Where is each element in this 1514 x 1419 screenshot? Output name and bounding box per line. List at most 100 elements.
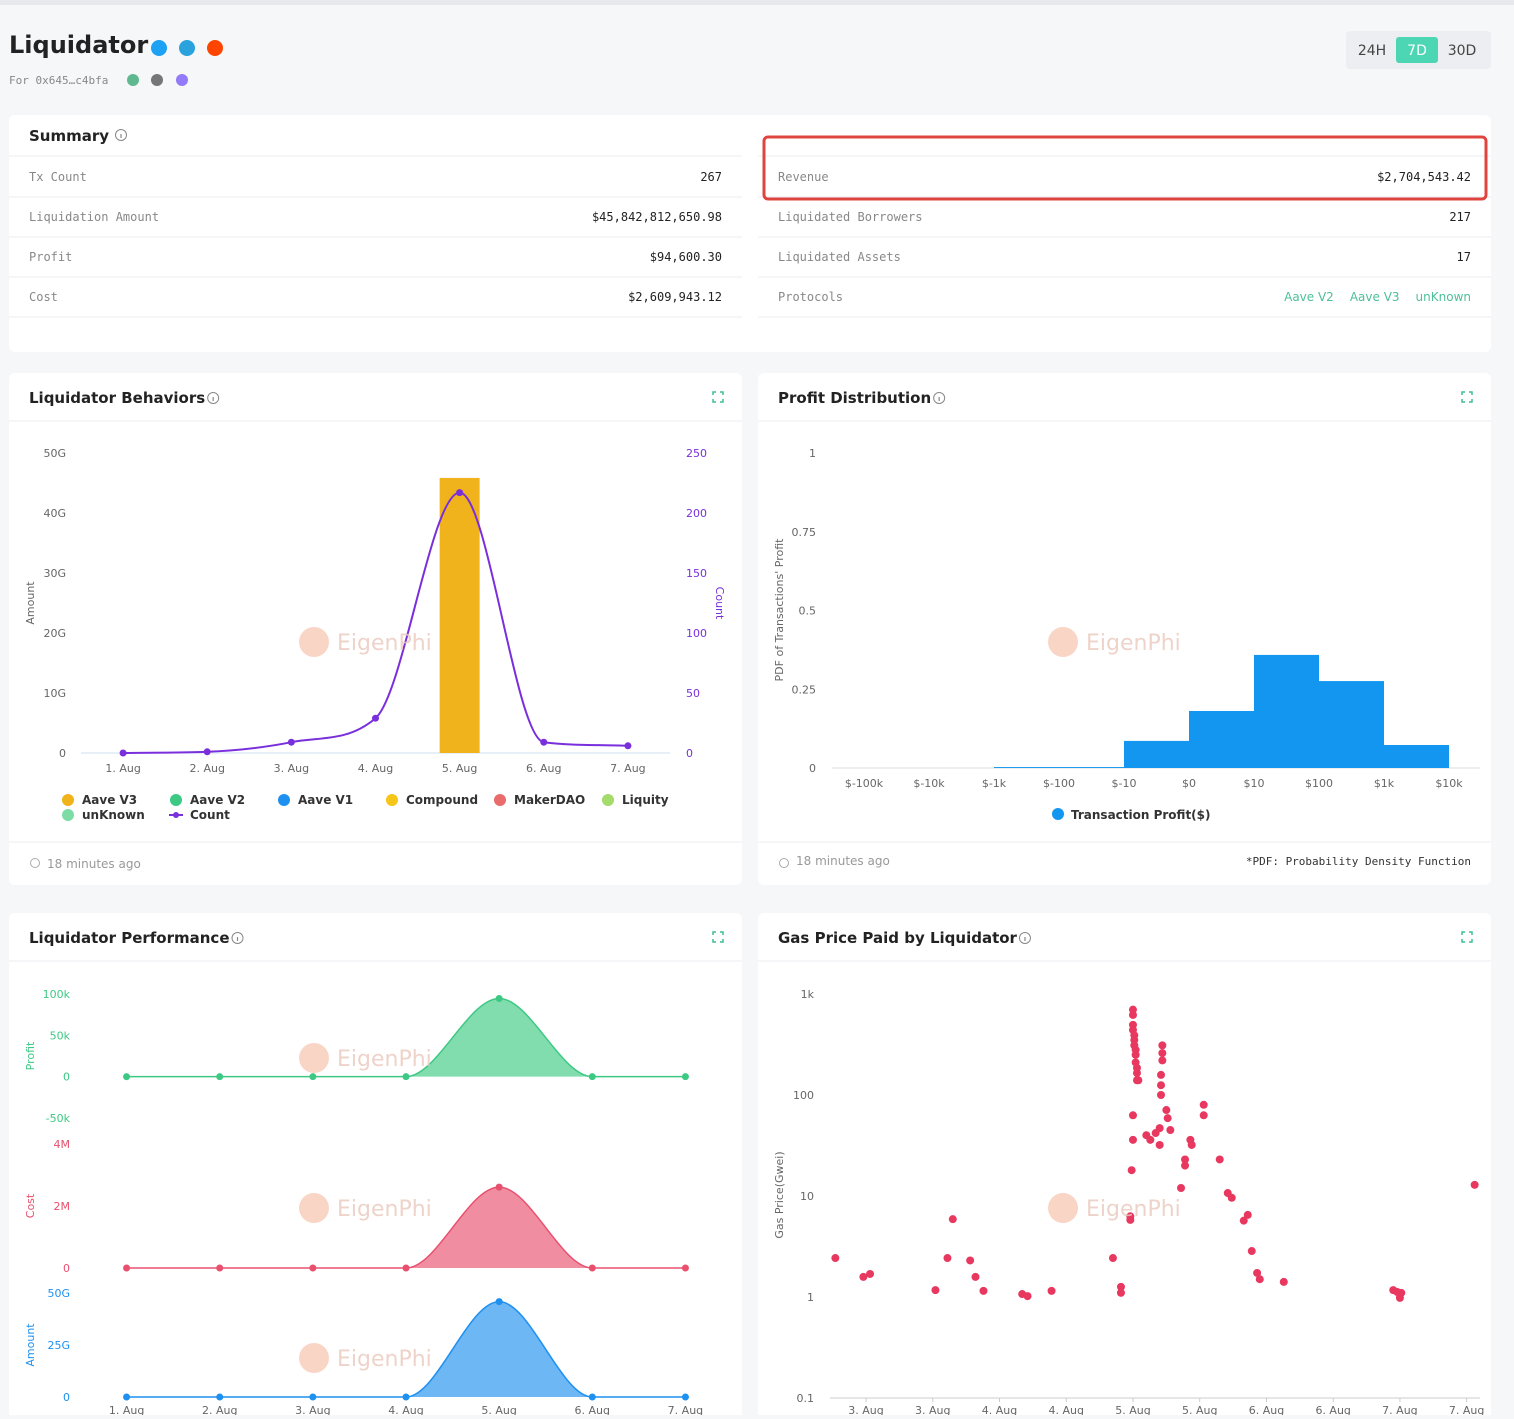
- panel: [9, 913, 742, 1419]
- legend-label[interactable]: MakerDAO: [514, 793, 585, 807]
- area-point: [495, 1183, 503, 1191]
- page-title: Liquidator: [9, 31, 148, 59]
- address: For 0x645…c4bfa: [9, 74, 108, 87]
- count-point: [624, 742, 632, 750]
- area-point: [402, 1393, 410, 1401]
- panel-title: Profit Distribution: [778, 389, 931, 407]
- legend-label[interactable]: unKnown: [82, 808, 145, 822]
- x-tick-label: 5. Aug: [1182, 1404, 1217, 1415]
- x-tick-label: 3. Aug: [274, 762, 309, 775]
- y-tick-label: 10G: [43, 687, 66, 700]
- summary-label: Tx Count: [29, 170, 87, 184]
- legend-swatch: [1052, 808, 1064, 820]
- summary-panel: [9, 115, 1491, 352]
- scatter-point: [1181, 1155, 1190, 1164]
- summary-label: Protocols: [778, 290, 843, 304]
- expand-button[interactable]: [712, 931, 724, 943]
- y-tick-label: 0.5: [799, 605, 817, 618]
- legend-label[interactable]: Liquity: [622, 793, 669, 807]
- link-icon[interactable]: [127, 74, 139, 86]
- scatter-point: [1397, 1288, 1406, 1297]
- scatter-point: [1128, 1135, 1137, 1144]
- x-tick-label: 6. Aug: [1249, 1404, 1284, 1415]
- y-tick-label: 0: [63, 1391, 70, 1404]
- range-button[interactable]: 30D: [1448, 43, 1477, 59]
- summary-label: Cost: [29, 290, 58, 304]
- legend-label[interactable]: Aave V1: [298, 793, 353, 807]
- social-icon[interactable]: [179, 40, 195, 56]
- expand-button[interactable]: [1461, 391, 1473, 403]
- area-point: [216, 1073, 224, 1081]
- legend-label[interactable]: Aave V3: [82, 793, 137, 807]
- x-tick-label: $10k: [1435, 777, 1463, 790]
- range-button-active[interactable]: [1396, 37, 1438, 63]
- watermark: EigenPhi: [337, 1197, 432, 1222]
- expand-button[interactable]: [712, 391, 724, 403]
- y-axis-label: PDF of Transactions' Profit: [773, 538, 786, 682]
- x-tick-label: 7. Aug: [668, 1404, 703, 1415]
- scatter-point: [1199, 1100, 1208, 1109]
- legend-swatch: [62, 794, 74, 806]
- social-icon[interactable]: [151, 40, 167, 56]
- histogram-bar: [1384, 745, 1449, 768]
- area-point: [309, 1393, 317, 1401]
- range-button[interactable]: 24H: [1358, 43, 1386, 59]
- protocol-link[interactable]: Aave V3: [1350, 290, 1400, 304]
- scatter-point: [979, 1286, 988, 1295]
- watermark-logo: [1048, 1193, 1078, 1223]
- y-axis-label: Cost: [24, 1193, 37, 1218]
- y-tick-label: 0: [809, 762, 816, 775]
- area-point: [123, 1264, 131, 1272]
- histogram-bar: [1319, 681, 1384, 768]
- area-fill: [126, 1187, 686, 1268]
- scatter-point: [1108, 1254, 1117, 1263]
- range-button[interactable]: 7D: [1407, 43, 1427, 59]
- scatter-point: [1126, 1212, 1135, 1221]
- link-icon[interactable]: [151, 74, 163, 86]
- y-tick-label: -50k: [46, 1112, 71, 1125]
- watermark: EigenPhi: [1086, 1197, 1181, 1222]
- y-axis-label: Gas Price(Gwei): [773, 1151, 786, 1238]
- social-icon[interactable]: [207, 40, 223, 56]
- x-tick-label: $-100k: [845, 777, 884, 790]
- area-point: [588, 1073, 596, 1081]
- scatter-point: [1158, 1041, 1167, 1050]
- x-tick-label: 6. Aug: [575, 1404, 610, 1415]
- y-tick-label: 0: [63, 1071, 70, 1084]
- y-tick-label: 0.1: [797, 1392, 815, 1405]
- x-tick-label: $0: [1182, 777, 1196, 790]
- summary-label: Liquidated Borrowers: [778, 210, 923, 224]
- scatter-point: [1158, 1049, 1167, 1058]
- x-tick-label: 7. Aug: [1449, 1404, 1484, 1415]
- scatter-point: [1158, 1056, 1167, 1065]
- x-tick-label: $100: [1305, 777, 1333, 790]
- scatter-point: [1187, 1140, 1196, 1149]
- y2-tick-label: 200: [686, 507, 707, 520]
- summary-label: Revenue: [778, 170, 829, 184]
- summary-value: $94,600.30: [650, 250, 722, 264]
- link-icon[interactable]: [176, 74, 188, 86]
- x-tick-label: 2. Aug: [202, 1404, 237, 1415]
- protocol-link[interactable]: unKnown: [1416, 290, 1471, 304]
- watermark: EigenPhi: [337, 631, 432, 656]
- legend-label[interactable]: Transaction Profit($): [1071, 808, 1211, 822]
- x-tick-label: $-10k: [913, 777, 945, 790]
- area-point: [681, 1264, 689, 1272]
- scatter-point: [1116, 1288, 1125, 1297]
- legend-label[interactable]: Aave V2: [190, 793, 245, 807]
- updated-time: 18 minutes ago: [47, 857, 141, 871]
- y2-tick-label: 250: [686, 447, 707, 460]
- legend-label[interactable]: Count: [190, 808, 230, 822]
- scatter-point: [1134, 1076, 1143, 1085]
- scatter-point: [948, 1215, 957, 1224]
- legend-label[interactable]: Compound: [406, 793, 478, 807]
- protocol-link[interactable]: Aave V2: [1284, 290, 1334, 304]
- expand-button[interactable]: [1461, 931, 1473, 943]
- x-tick-label: $1k: [1374, 777, 1395, 790]
- count-line: [123, 491, 628, 754]
- y-tick-label: 0.75: [792, 526, 817, 539]
- y2-tick-label: 50: [686, 687, 700, 700]
- x-tick-label: 3. Aug: [295, 1404, 330, 1415]
- histogram-bar: [1124, 740, 1189, 768]
